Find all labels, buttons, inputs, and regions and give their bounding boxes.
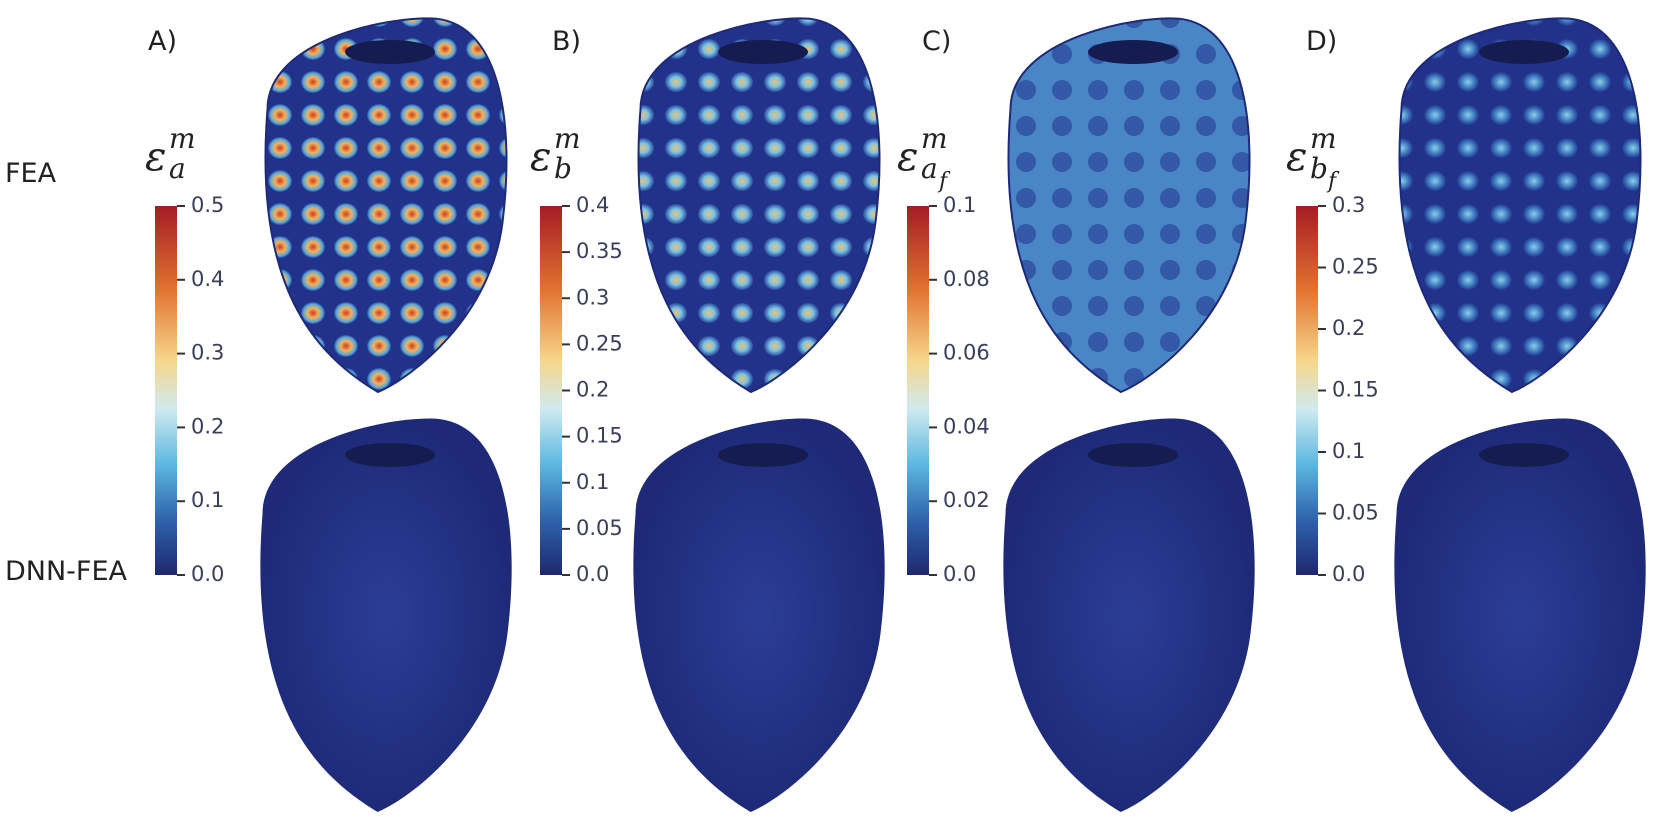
heart-dnn — [1003, 418, 1255, 812]
heart-dnn — [1394, 418, 1646, 812]
colorbar-tick-label: 0.0 — [1332, 562, 1365, 586]
heart-opening — [1479, 40, 1569, 64]
colorbar-tick-label: 0.3 — [191, 341, 224, 365]
colorbar-tick-label: 0.0 — [943, 562, 976, 586]
symbol-sup: m — [169, 122, 196, 155]
heart-fea — [637, 17, 881, 394]
colorbar-tick-label: 0.2 — [576, 378, 609, 402]
heart-dnn — [260, 418, 512, 812]
colorbar — [155, 206, 177, 575]
heart-opening — [1088, 443, 1178, 467]
colorbar-tick-label: 0.5 — [191, 193, 224, 217]
symbol-subsub: f — [1326, 169, 1340, 194]
row-label: DNN-FEA — [5, 556, 128, 587]
heart-opening — [718, 40, 808, 64]
colorbar — [540, 206, 562, 575]
colorbar-tick-label: 0.1 — [576, 470, 609, 494]
colorbar-tick-label: 0.35 — [576, 239, 623, 263]
colorbar-tick-label: 0.1 — [191, 488, 224, 512]
panel-label: D) — [1306, 26, 1337, 57]
colorbar-tick-label: 0.3 — [576, 285, 609, 309]
symbol-subsub: f — [937, 169, 951, 194]
heart-opening — [1088, 40, 1178, 64]
symbol-base: ε — [1286, 134, 1307, 180]
colorbar-tick-label: 0.1 — [943, 193, 976, 217]
heart-opening — [1479, 443, 1569, 467]
heart-fea — [264, 17, 508, 394]
symbol-sup: m — [554, 122, 581, 155]
colorbar-tick-label: 0.15 — [1332, 378, 1379, 402]
heart-fea — [1398, 17, 1642, 394]
heart-opening — [345, 443, 435, 467]
colorbar-tick-label: 0.2 — [191, 414, 224, 438]
colorbar-tick-label: 0.06 — [943, 341, 990, 365]
panel-label: C) — [922, 26, 951, 57]
symbol-sub: b — [554, 152, 572, 185]
symbol-base: ε — [530, 134, 551, 180]
heart-opening — [718, 443, 808, 467]
symbol-base: ε — [145, 134, 166, 180]
symbol-sup: m — [1310, 122, 1337, 155]
colorbar-tick-label: 0.0 — [191, 562, 224, 586]
row-label: FEA — [5, 158, 57, 189]
panel-label: A) — [148, 26, 177, 57]
heart-opening — [345, 40, 435, 64]
colorbar-tick-label: 0.25 — [1332, 255, 1379, 279]
colorbar-tick-label: 0.04 — [943, 414, 990, 438]
colorbar-tick-label: 0.4 — [576, 193, 609, 217]
symbol-sub: a — [169, 152, 186, 185]
colorbar-tick-label: 0.25 — [576, 331, 623, 355]
colorbar — [907, 206, 929, 575]
colorbar-tick-label: 0.2 — [1332, 316, 1365, 340]
symbol-sub: b — [1310, 152, 1328, 185]
heart-dnn — [633, 418, 885, 812]
colorbar-tick-label: 0.05 — [1332, 501, 1379, 525]
colorbar-tick-label: 0.1 — [1332, 439, 1365, 463]
colorbar-tick-label: 0.3 — [1332, 193, 1365, 217]
symbol-base: ε — [897, 134, 918, 180]
colorbar-tick-label: 0.02 — [943, 488, 990, 512]
panel-label: B) — [552, 26, 581, 57]
colorbar-tick-label: 0.15 — [576, 424, 623, 448]
colorbar-tick-label: 0.4 — [191, 267, 224, 291]
symbol-sup: m — [921, 122, 948, 155]
heart-fea — [1007, 17, 1251, 394]
colorbar-tick-label: 0.05 — [576, 516, 623, 540]
colorbar-tick-label: 0.0 — [576, 562, 609, 586]
colorbar-tick-label: 0.08 — [943, 267, 990, 291]
symbol-sub: a — [921, 152, 938, 185]
colorbar — [1296, 206, 1318, 575]
